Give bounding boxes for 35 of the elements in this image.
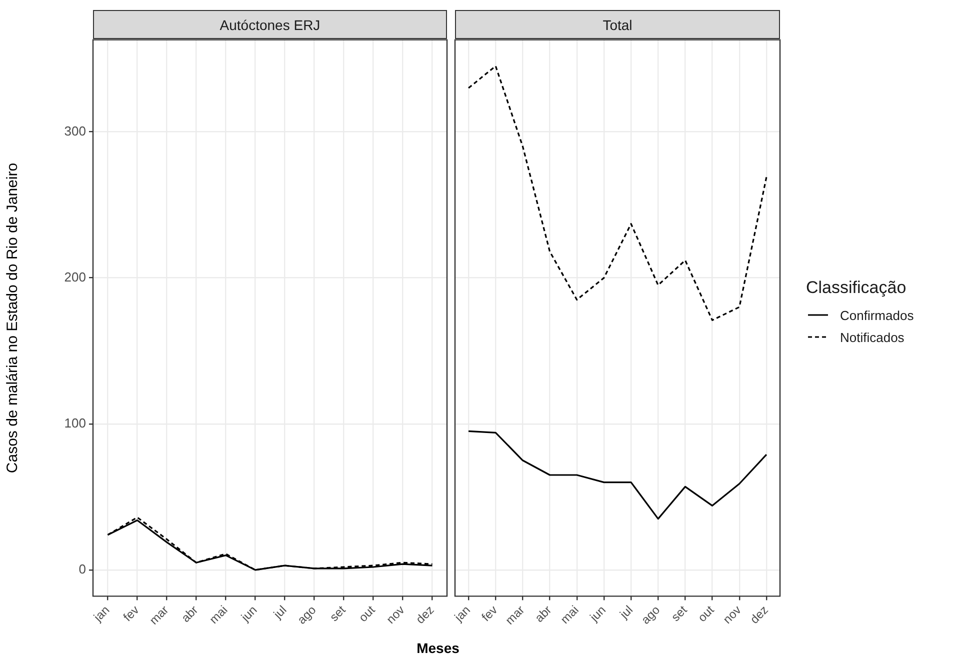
x-tick-label: jul — [616, 603, 636, 622]
x-tick-label: abr — [178, 603, 201, 626]
x-tick-label: nov — [384, 603, 408, 627]
y-tick-label: 200 — [64, 270, 86, 285]
x-tick-label: set — [326, 602, 349, 624]
x-tick-label: jan — [90, 603, 112, 625]
x-tick-label: fev — [478, 603, 500, 624]
x-tick-label: jan — [451, 603, 474, 625]
x-tick-label: mar — [502, 603, 528, 628]
x-tick-label: jun — [238, 603, 260, 625]
legend-label: Notificados — [840, 330, 904, 344]
x-tick-label: dez — [747, 603, 771, 627]
x-tick-label: nov — [720, 603, 744, 627]
x-tick-label: fev — [120, 603, 142, 624]
x-tick-label: abr — [532, 603, 554, 626]
chart-title: Total — [455, 10, 780, 39]
y-tick-label: 300 — [64, 124, 86, 139]
x-tick-label: mai — [206, 603, 230, 627]
x-tick-label: ago — [294, 602, 319, 628]
legend-title: Classificação — [806, 278, 908, 298]
legend-label: Confirmados — [840, 308, 914, 322]
x-tick-label: out — [356, 602, 378, 625]
x-tick-label: out — [695, 602, 718, 625]
x-tick-label: jun — [586, 603, 608, 625]
x-tick-label: ago — [638, 602, 663, 628]
x-tick-label: dez — [413, 603, 437, 627]
x-axis-title: Meses — [416, 640, 460, 656]
y-axis-title: Casos de malária no Estado do Rio de Janeiro — [4, 163, 22, 474]
chart-title: Autóctones ERJ — [93, 10, 447, 39]
y-tick-label: 100 — [64, 416, 86, 431]
y-tick-label: 0 — [78, 562, 86, 577]
x-tick-label: mai — [558, 603, 582, 627]
x-tick-label: mar — [146, 603, 172, 628]
x-tick-label: set — [668, 602, 690, 624]
x-tick-label: jul — [270, 603, 290, 622]
